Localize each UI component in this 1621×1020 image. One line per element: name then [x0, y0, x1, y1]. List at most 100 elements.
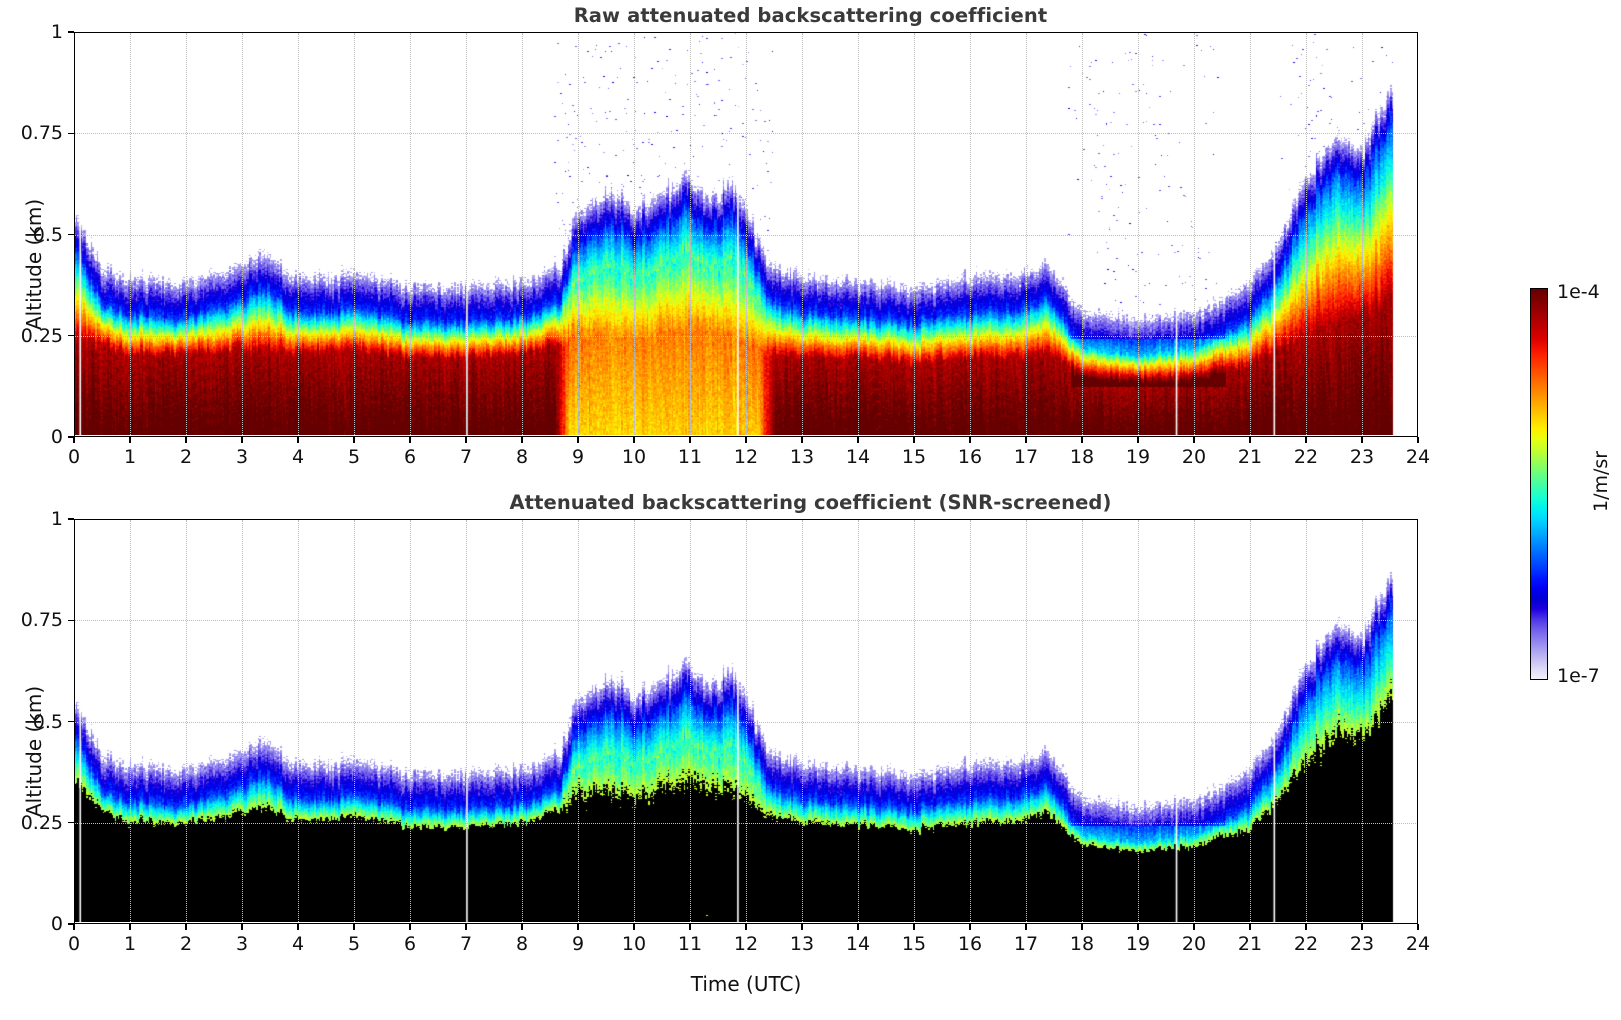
gridline-vertical	[410, 33, 411, 435]
x-tick-label-2: 2	[179, 446, 193, 468]
gridline-vertical	[746, 520, 747, 922]
gridline-vertical	[690, 33, 691, 435]
x-tick-label-6: 6	[403, 933, 417, 955]
x-tick-label-23: 23	[1349, 933, 1375, 955]
x-tick-mark	[1193, 437, 1195, 443]
x-tick-label-20: 20	[1181, 446, 1207, 468]
x-tick-mark	[1249, 437, 1251, 443]
plot-panel-screened[interactable]	[74, 519, 1418, 924]
x-tick-label-18: 18	[1069, 446, 1095, 468]
colorbar-tick-max: 1e-4	[1557, 281, 1600, 303]
y-tick-label-0.25: 0.25	[20, 811, 63, 834]
x-tick-label-10: 10	[621, 933, 647, 955]
gridline-vertical	[522, 520, 523, 922]
x-tick-label-7: 7	[459, 933, 473, 955]
x-tick-mark	[521, 437, 523, 443]
gridline-vertical	[466, 33, 467, 435]
x-tick-label-0: 0	[67, 933, 81, 955]
gridline-vertical	[186, 520, 187, 922]
y-tick-mark	[68, 233, 74, 236]
x-tick-mark	[633, 437, 635, 443]
x-tick-mark	[1305, 437, 1307, 443]
y-tick-label-0: 0	[50, 426, 63, 448]
x-tick-label-15: 15	[901, 933, 927, 955]
gridline-vertical	[1082, 520, 1083, 922]
x-tick-label-10: 10	[621, 446, 647, 468]
x-tick-label-5: 5	[347, 446, 361, 468]
y-tick-mark	[68, 518, 74, 520]
x-tick-label-23: 23	[1349, 446, 1375, 468]
x-tick-mark	[633, 924, 635, 930]
y-axis-label-raw: Altitude (km)	[22, 198, 46, 330]
colorbar[interactable]	[1530, 288, 1548, 680]
y-tick-mark	[68, 923, 74, 925]
gridline-vertical	[578, 33, 579, 435]
gridline-vertical	[802, 520, 803, 922]
x-tick-mark	[801, 437, 803, 443]
gridline-vertical	[1138, 520, 1139, 922]
x-tick-mark	[577, 437, 579, 443]
x-tick-label-17: 17	[1013, 446, 1039, 468]
gridline-vertical	[466, 520, 467, 922]
gridline-vertical	[802, 33, 803, 435]
x-tick-label-6: 6	[403, 446, 417, 468]
x-tick-mark	[521, 924, 523, 930]
gridline-vertical	[1362, 520, 1363, 922]
x-tick-mark	[1305, 924, 1307, 930]
gridline-vertical	[1362, 33, 1363, 435]
x-tick-label-17: 17	[1013, 933, 1039, 955]
gridline-horizontal	[75, 133, 1416, 135]
gridline-vertical	[858, 33, 859, 435]
gridline-vertical	[354, 33, 355, 435]
gridline-vertical	[914, 520, 915, 922]
y-tick-mark	[68, 436, 74, 438]
x-tick-label-21: 21	[1237, 446, 1263, 468]
gridline-vertical	[242, 33, 243, 435]
gridline-horizontal	[75, 721, 1416, 723]
gridline-vertical	[1026, 520, 1027, 922]
x-tick-label-8: 8	[515, 446, 529, 468]
x-tick-label-3: 3	[235, 933, 249, 955]
gridline-vertical	[130, 520, 131, 922]
gridline-vertical	[914, 33, 915, 435]
x-tick-mark	[353, 437, 355, 443]
x-tick-label-22: 22	[1293, 446, 1319, 468]
x-tick-mark	[241, 437, 243, 443]
gridline-vertical	[1306, 33, 1307, 435]
x-tick-label-19: 19	[1125, 933, 1151, 955]
x-tick-label-20: 20	[1181, 933, 1207, 955]
x-tick-mark	[1417, 924, 1419, 930]
y-tick-mark	[68, 132, 74, 134]
x-tick-mark	[689, 437, 691, 443]
x-tick-mark	[689, 924, 691, 930]
x-tick-mark	[297, 924, 299, 930]
x-tick-label-14: 14	[845, 446, 871, 468]
x-tick-mark	[1417, 437, 1419, 443]
plot-panel-raw[interactable]	[74, 32, 1418, 437]
x-tick-label-13: 13	[789, 933, 815, 955]
x-tick-mark	[913, 437, 915, 443]
gridline-vertical	[858, 520, 859, 922]
gridline-vertical	[1026, 33, 1027, 435]
x-tick-label-11: 11	[677, 446, 703, 468]
x-tick-mark	[1081, 437, 1083, 443]
x-tick-mark	[73, 924, 75, 930]
x-tick-mark	[241, 924, 243, 930]
x-tick-mark	[465, 437, 467, 443]
x-tick-mark	[1137, 437, 1139, 443]
gridline-vertical	[634, 33, 635, 435]
x-tick-label-12: 12	[733, 933, 759, 955]
y-tick-mark	[68, 619, 74, 621]
x-tick-mark	[129, 437, 131, 443]
x-tick-label-11: 11	[677, 933, 703, 955]
x-tick-label-7: 7	[459, 446, 473, 468]
gridline-horizontal	[75, 335, 1416, 337]
gridline-vertical	[1250, 520, 1251, 922]
x-tick-mark	[913, 924, 915, 930]
gridline-horizontal	[75, 620, 1416, 622]
gridline-vertical	[1138, 33, 1139, 435]
x-tick-mark	[185, 924, 187, 930]
x-tick-mark	[409, 924, 411, 930]
gridline-vertical	[1082, 33, 1083, 435]
